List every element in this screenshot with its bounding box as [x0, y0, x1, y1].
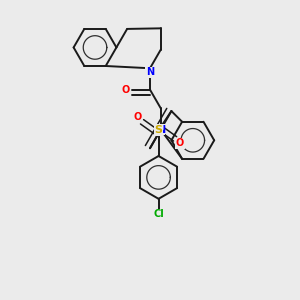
Text: O: O	[176, 138, 184, 148]
Text: N: N	[157, 124, 165, 135]
Text: Cl: Cl	[153, 209, 164, 219]
Text: O: O	[121, 85, 129, 95]
Text: O: O	[134, 112, 142, 122]
Text: S: S	[154, 125, 163, 135]
Text: N: N	[146, 67, 154, 77]
